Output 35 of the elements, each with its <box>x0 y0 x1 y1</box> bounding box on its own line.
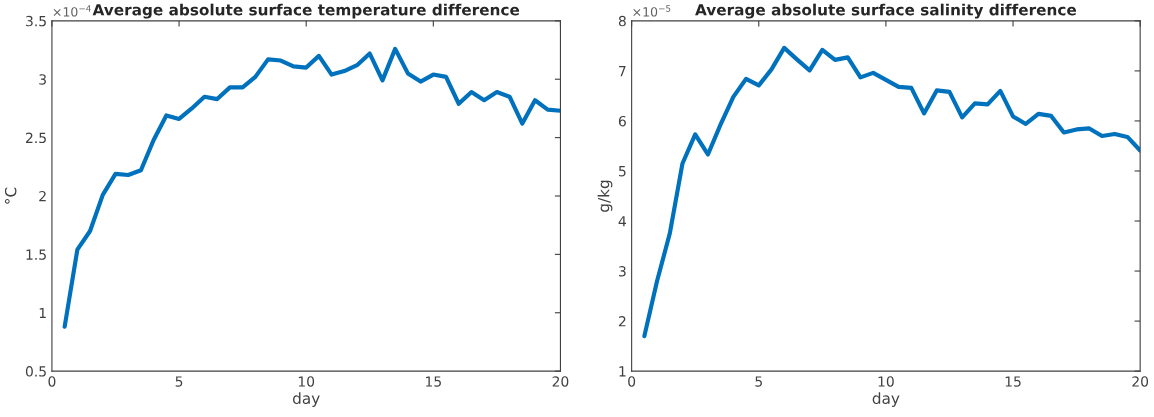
line-series <box>62 46 561 329</box>
chart-title: Average absolute surface temperature difference <box>92 3 520 19</box>
y-tick-label: 1 <box>39 307 46 319</box>
y-tick-label: 2 <box>39 190 46 202</box>
x-tick-label: 15 <box>1005 376 1021 387</box>
x-tick-label: 20 <box>552 376 569 387</box>
x-tick-label: 0 <box>628 376 636 387</box>
x-tick-label: 5 <box>755 376 762 387</box>
y-tick-label: 6 <box>618 115 626 127</box>
x-tick-label: 10 <box>298 376 315 387</box>
y-tick-label: 8 <box>618 15 626 27</box>
text: ×10$^{−4}$ <box>53 5 91 17</box>
x-axis-title: day <box>872 392 900 407</box>
y-tick-label: 3 <box>39 74 46 85</box>
text: ×10$^{−5}$ <box>633 5 671 17</box>
y-tick-label: 2.5 <box>26 132 46 144</box>
y-tick-label: 7 <box>619 66 626 77</box>
y-tick-label: 3.5 <box>26 15 46 27</box>
x-tick-label: 20 <box>1132 376 1149 387</box>
y-axis-title: g/kg <box>597 180 613 212</box>
y-axis-title: °C <box>4 187 17 204</box>
x-tick-label: 0 <box>48 376 56 387</box>
x-axis-title: day <box>292 392 320 407</box>
y-tick-label: 1.5 <box>26 249 46 260</box>
line-series <box>642 45 1141 339</box>
y-tick-label: 1 <box>619 366 626 377</box>
y-tick-label: 0.5 <box>25 366 46 377</box>
x-tick-label: 10 <box>878 376 894 387</box>
chart-title: Average absolute surface salinity difference <box>695 3 1077 19</box>
x-tick-label: 5 <box>175 376 183 387</box>
y-tick-label: 5 <box>619 166 626 177</box>
y-tick-label: 2 <box>618 316 626 327</box>
y-tick-label: 4 <box>618 216 626 227</box>
x-tick-label: 15 <box>426 376 441 387</box>
y-tick-label: 3 <box>619 266 626 277</box>
